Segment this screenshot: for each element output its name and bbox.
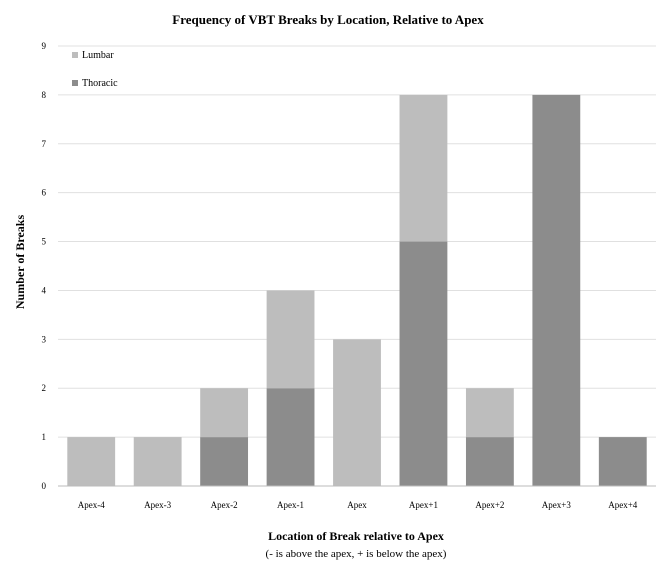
bar-thoracic-apex+1 — [399, 241, 448, 486]
chart-title: Frequency of VBT Breaks by Location, Rel… — [172, 12, 484, 27]
bar-thoracic-apex+2 — [465, 437, 514, 486]
x-tick-label: Apex-3 — [144, 500, 171, 510]
x-tick-label: Apex-1 — [277, 500, 304, 510]
y-tick-label: 0 — [42, 481, 47, 491]
x-tick-label: Apex+2 — [475, 500, 504, 510]
bar-lumbar-apex-1 — [266, 290, 315, 389]
legend-swatch-lumbar — [72, 52, 78, 58]
x-tick-label: Apex-2 — [211, 500, 238, 510]
y-tick-label: 5 — [42, 237, 47, 247]
x-tick-label: Apex-4 — [78, 500, 105, 510]
y-tick-label: 8 — [42, 90, 47, 100]
bar-thoracic-apex-1 — [266, 388, 315, 486]
y-tick-label: 1 — [42, 432, 47, 442]
y-tick-label: 3 — [42, 334, 47, 344]
y-tick-label: 9 — [42, 41, 47, 51]
y-tick-label: 4 — [42, 285, 47, 295]
x-tick-label: Apex — [347, 500, 367, 510]
bar-lumbar-apex-4 — [67, 437, 116, 486]
grid-lines — [58, 45, 656, 438]
y-tick-label: 7 — [42, 139, 47, 149]
bar-lumbar-apex+2 — [465, 388, 514, 438]
legend: Lumbar Thoracic — [72, 50, 118, 89]
bar-lumbar-apex — [333, 339, 381, 486]
bar-lumbar-apex-2 — [200, 388, 249, 438]
legend-swatch-thoracic — [72, 80, 78, 86]
y-tick-label: 6 — [42, 188, 47, 198]
bar-thoracic-apex-2 — [200, 437, 249, 486]
y-axis-title: Number of Breaks — [13, 215, 27, 310]
x-tick-label: Apex+1 — [409, 500, 438, 510]
y-tick-label: 2 — [42, 383, 47, 393]
legend-label-thoracic: Thoracic — [82, 78, 118, 89]
bar-lumbar-apex+1 — [399, 94, 448, 242]
bars — [67, 94, 647, 486]
x-axis-subtitle: (- is above the apex, + is below the ape… — [266, 548, 447, 560]
x-axis-title: Location of Break relative to Apex — [268, 529, 444, 543]
bar-lumbar-apex-3 — [133, 437, 182, 486]
legend-label-lumbar: Lumbar — [82, 50, 114, 61]
x-tick-label: Apex+4 — [608, 500, 638, 510]
axes: 0 1 2 3 4 5 6 7 8 9 Apex-4 Apex-3 Apex-2 Apex-1 Apex Ap… — [42, 41, 656, 510]
bar-thoracic-apex+3 — [532, 94, 581, 486]
bar-thoracic-apex+4 — [598, 437, 647, 486]
x-tick-label: Apex+3 — [542, 500, 572, 510]
